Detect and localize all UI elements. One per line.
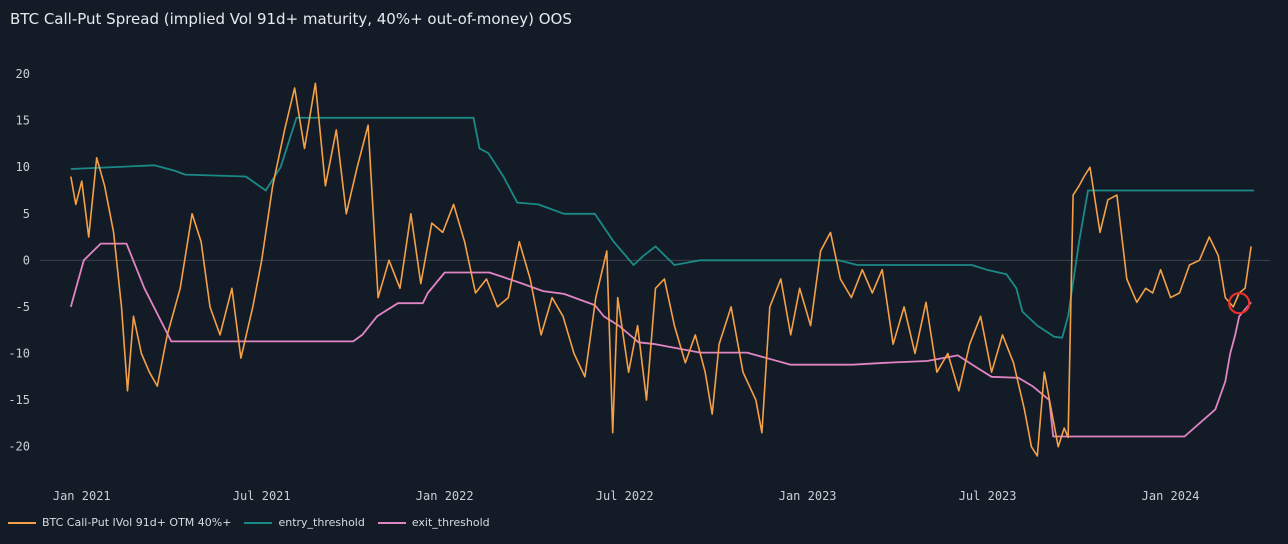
legend-label-btc: BTC Call-Put IVol 91d+ OTM 40%+ <box>42 516 232 529</box>
x-tick-label: Jul 2023 <box>959 489 1017 503</box>
legend-swatch-exit-threshold <box>377 521 406 524</box>
legend-label-entry-threshold: entry_threshold <box>278 516 365 529</box>
y-tick-label: 5 <box>23 207 30 221</box>
legend-swatch-btc <box>8 521 36 524</box>
highlight-circle <box>1228 292 1251 315</box>
x-tick-label: Jan 2024 <box>1142 489 1200 503</box>
y-tick-label: 15 <box>16 114 30 128</box>
y-tick-label: 0 <box>23 253 30 267</box>
legend-swatch-entry-threshold <box>244 521 273 524</box>
x-tick-label: Jan 2022 <box>416 489 474 503</box>
y-tick-label: 20 <box>16 67 30 81</box>
legend-item-exit-threshold[interactable]: exit_threshold <box>377 516 490 529</box>
legend-label-exit-threshold: exit_threshold <box>411 516 490 529</box>
series-line-btc <box>70 82 1252 457</box>
y-tick-label: -10 <box>8 347 30 361</box>
annotation-layer <box>1228 292 1251 315</box>
y-tick-label: -15 <box>8 393 30 407</box>
series-layer <box>69 82 1255 457</box>
series-line-entry-threshold <box>70 116 1255 339</box>
y-tick-label: -5 <box>16 300 30 314</box>
x-tick-label: Jan 2021 <box>53 489 111 503</box>
y-tick-label: -20 <box>8 440 30 454</box>
x-tick-label: Jan 2023 <box>779 489 837 503</box>
x-tick-label: Jul 2022 <box>596 489 654 503</box>
axis-layer: 20 15 10 5 0 -5 -10 -15 -20 Jan 2021 Jul 2021 Jan 2… <box>8 67 1199 503</box>
chart-title: BTC Call-Put Spread (implied Vol 91d+ ma… <box>10 10 572 28</box>
legend-item-btc[interactable]: BTC Call-Put IVol 91d+ OTM 40%+ <box>8 516 231 529</box>
y-tick-label: 10 <box>16 160 30 174</box>
legend-item-entry-threshold[interactable]: entry_threshold <box>244 516 365 529</box>
x-tick-label: Jul 2021 <box>233 489 291 503</box>
series-line-exit-threshold <box>69 242 1252 438</box>
legend: BTC Call-Put IVol 91d+ OTM 40%+ entry_th… <box>8 516 503 529</box>
